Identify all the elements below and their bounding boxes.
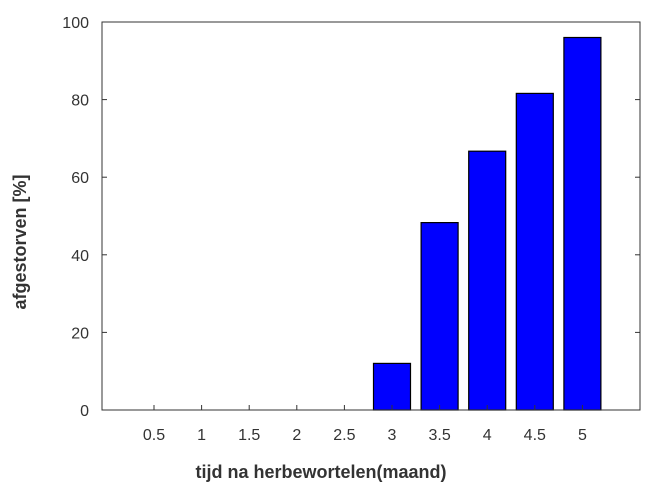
y-tick-label: 100 (62, 15, 89, 32)
y-axis-label: afgestorven [%] (10, 174, 30, 309)
bar-5 (563, 36, 602, 411)
bar-4 (468, 150, 507, 411)
x-tick-label: 3 (388, 427, 397, 444)
x-tick-label: 2.5 (333, 427, 355, 444)
y-tick-label: 0 (80, 403, 89, 420)
bar-3.5 (420, 222, 459, 411)
bar-3 (372, 362, 412, 411)
x-tick-label: 1 (197, 427, 206, 444)
y-tick-label: 60 (71, 170, 89, 187)
plot-box (101, 21, 641, 411)
bars-group (372, 36, 602, 411)
y-tick-label: 20 (71, 325, 89, 342)
x-axis-label: tijd na herbewortelen(maand) (195, 462, 446, 482)
x-tick-label: 4 (483, 427, 492, 444)
x-tick-label: 2 (292, 427, 301, 444)
x-tick-label: 4.5 (524, 427, 546, 444)
y-axis: 0 20 40 60 80 100 (62, 15, 640, 420)
x-tick-label: 0.5 (143, 427, 165, 444)
x-tick-label: 1.5 (238, 427, 260, 444)
x-axis: 0.5 1 1.5 2 2.5 3 3.5 4 4.5 5 (143, 405, 587, 444)
y-tick-label: 40 (71, 248, 89, 265)
y-tick-label: 80 (71, 93, 89, 110)
x-tick-label: 5 (578, 427, 587, 444)
x-tick-label: 3.5 (428, 427, 450, 444)
bar-4.5 (515, 92, 554, 411)
